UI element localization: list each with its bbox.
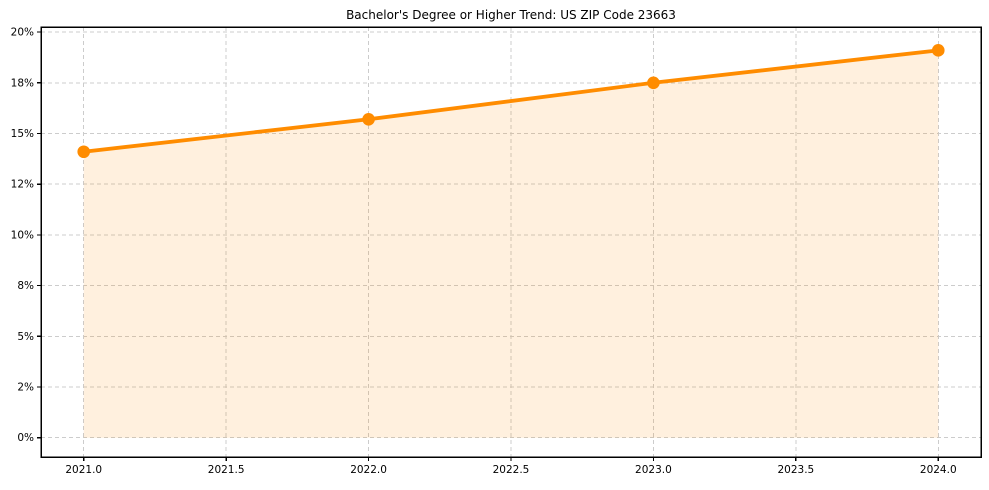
y-tick-label: 8%: [17, 280, 34, 292]
y-tick-label: 12%: [11, 179, 34, 191]
x-tick-label: 2023.0: [635, 464, 672, 476]
data-point-marker: [362, 112, 375, 126]
x-tick-label: 2022.0: [350, 464, 387, 476]
tick-labels: 2021.0 2021.5 2022.0 2022.5 2023.0 2023.5 2024…: [11, 27, 957, 476]
gridlines: [41, 27, 981, 457]
chart-title: Bachelor's Degree or Higher Trend: US ZI…: [346, 8, 676, 22]
y-tick-label: 20%: [11, 27, 34, 39]
x-tick-label: 2022.5: [493, 464, 530, 476]
area-fill: [83, 50, 939, 438]
x-tick-label: 2023.5: [777, 464, 814, 476]
y-tick-label: 0%: [17, 432, 34, 444]
y-tick-label: 15%: [11, 128, 34, 140]
data-point-markers: [77, 44, 945, 159]
tick-marks: [37, 31, 939, 461]
x-tick-label: 2024.0: [920, 464, 957, 476]
data-point-marker: [77, 145, 91, 159]
y-tick-label: 5%: [17, 331, 34, 343]
trend-line: [81, 48, 941, 154]
data-point-marker: [931, 44, 945, 57]
data-point-marker: [647, 76, 660, 90]
x-tick-label: 2021.5: [208, 464, 245, 476]
y-tick-label: 2%: [17, 382, 34, 394]
y-tick-label: 10%: [11, 229, 34, 241]
y-tick-label: 18%: [11, 77, 34, 89]
x-tick-label: 2021.0: [65, 464, 102, 476]
